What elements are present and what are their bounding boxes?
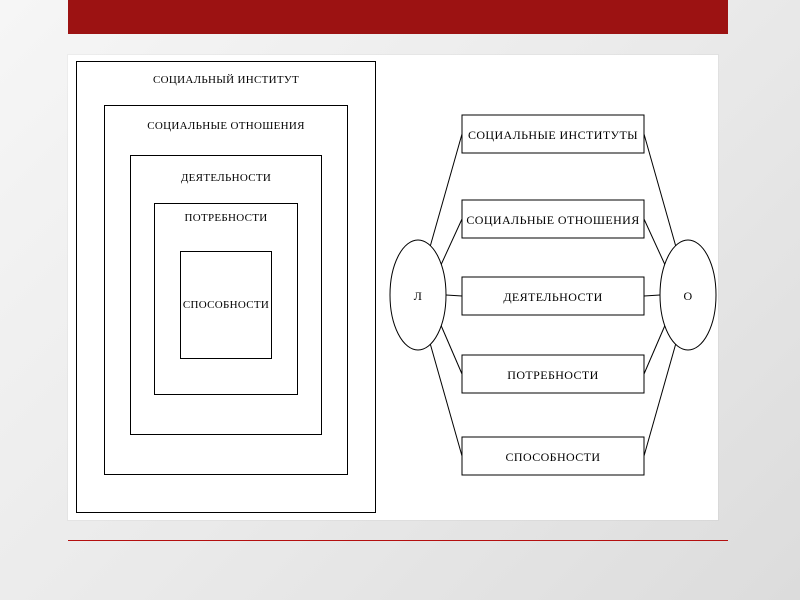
nest-label-1: СОЦИАЛЬНЫЕ ОТНОШЕНИЯ (105, 120, 347, 132)
nest-label-2: ДЕЯТЕЛЬНОСТИ (131, 172, 321, 184)
nest-label-0: СОЦИАЛЬНЫЙ ИНСТИТУТ (77, 74, 375, 86)
col-label-3: ПОТРЕБНОСТИ (507, 368, 598, 382)
col-label-1: СОЦИАЛЬНЫЕ ОТНОШЕНИЯ (466, 213, 639, 227)
nest-box-4: СПОСОБНОСТИ (180, 251, 272, 359)
column-boxes: СОЦИАЛЬНЫЕ ИНСТИТУТЫ СОЦИАЛЬНЫЕ ОТНОШЕНИ… (462, 115, 644, 475)
col-item-2: ДЕЯТЕЛЬНОСТИ (462, 277, 644, 315)
col-label-2: ДЕЯТЕЛЬНОСТИ (503, 290, 602, 304)
col-item-1: СОЦИАЛЬНЫЕ ОТНОШЕНИЯ (462, 200, 644, 238)
footer-divider (68, 540, 728, 541)
nest-label-4: СПОСОБНОСТИ (181, 299, 271, 311)
nest-label-3: ПОТРЕБНОСТИ (155, 212, 297, 224)
slide-page: СОЦИАЛЬНЫЙ ИНСТИТУТ СОЦИАЛЬНЫЕ ОТНОШЕНИЯ… (0, 0, 800, 600)
left-node-label: Л (414, 289, 423, 303)
right-bipartite-diagram: Л О СОЦИАЛЬНЫЕ ИНСТИТУТЫ СОЦИАЛЬНЫЕ ОТНО… (384, 55, 718, 520)
col-item-4: СПОСОБНОСТИ (462, 437, 644, 475)
col-label-0: СОЦИАЛЬНЫЕ ИНСТИТУТЫ (468, 128, 638, 142)
col-item-3: ПОТРЕБНОСТИ (462, 355, 644, 393)
header-bar (68, 0, 728, 34)
diagram-content: СОЦИАЛЬНЫЙ ИНСТИТУТ СОЦИАЛЬНЫЕ ОТНОШЕНИЯ… (68, 55, 718, 520)
col-item-0: СОЦИАЛЬНЫЕ ИНСТИТУТЫ (462, 115, 644, 153)
right-svg: Л О СОЦИАЛЬНЫЕ ИНСТИТУТЫ СОЦИАЛЬНЫЕ ОТНО… (384, 55, 718, 520)
col-label-4: СПОСОБНОСТИ (506, 450, 601, 464)
left-nested-diagram: СОЦИАЛЬНЫЙ ИНСТИТУТ СОЦИАЛЬНЫЕ ОТНОШЕНИЯ… (68, 55, 384, 520)
right-node-label: О (683, 289, 692, 303)
